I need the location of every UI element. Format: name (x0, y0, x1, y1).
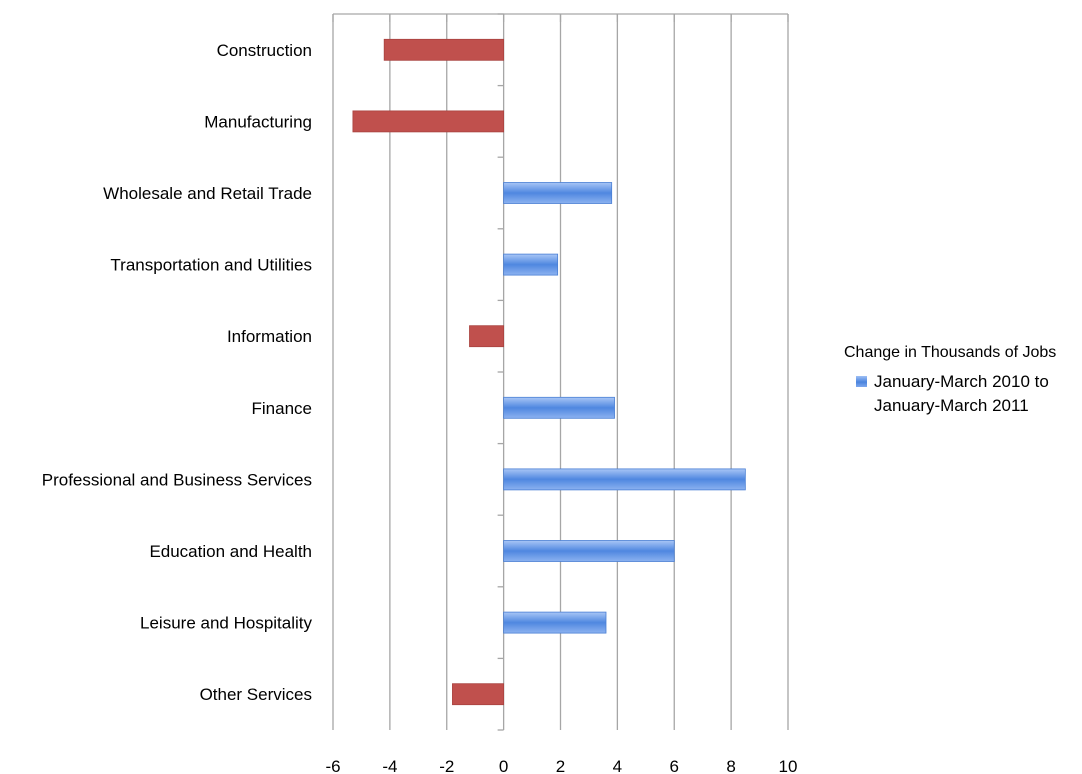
grid-lines (332, 14, 789, 730)
legend-entry-label: January-March 2010 to January-March 2011 (874, 372, 1049, 415)
category-label: Finance (252, 399, 312, 418)
bar (352, 110, 505, 133)
bar (503, 253, 559, 276)
bar (469, 325, 505, 348)
category-label: Leisure and Hospitality (140, 614, 312, 633)
legend-swatch (856, 376, 867, 387)
category-label: Construction (217, 41, 312, 60)
x-tick-label: 10 (779, 757, 798, 774)
legend: Change in Thousands of Jobs January-Marc… (844, 344, 1074, 418)
bar (503, 468, 746, 491)
category-label: Wholesale and Retail Trade (103, 184, 312, 203)
x-tick-label: 4 (613, 757, 622, 774)
category-label: Other Services (200, 685, 312, 704)
x-tick-label: 0 (499, 757, 508, 774)
x-tick-label: -4 (382, 757, 397, 774)
x-tick-label: -6 (325, 757, 340, 774)
x-tick-label: 6 (670, 757, 679, 774)
legend-entry: January-March 2010 to January-March 2011 (844, 370, 1074, 418)
category-label: Information (227, 327, 312, 346)
bar (503, 396, 615, 419)
bar (503, 182, 613, 204)
bars (352, 38, 746, 706)
category-label: Transportation and Utilities (110, 256, 312, 275)
category-labels: Construction Manufacturing Wholesale and R… (42, 41, 313, 704)
x-tick-label: -2 (439, 757, 454, 774)
bar (503, 540, 675, 562)
category-label: Education and Health (149, 542, 312, 561)
bar (383, 38, 505, 61)
bar (452, 683, 505, 706)
category-label: Professional and Business Services (42, 470, 312, 489)
x-tick-label: 2 (556, 757, 565, 774)
x-tick-label: 8 (726, 757, 735, 774)
x-tick-labels: -6 -4 -2 0 2 4 6 8 10 (325, 757, 797, 774)
category-label: Manufacturing (204, 112, 312, 131)
axes (332, 13, 789, 731)
legend-title: Change in Thousands of Jobs (844, 344, 1057, 361)
bar (503, 611, 607, 634)
